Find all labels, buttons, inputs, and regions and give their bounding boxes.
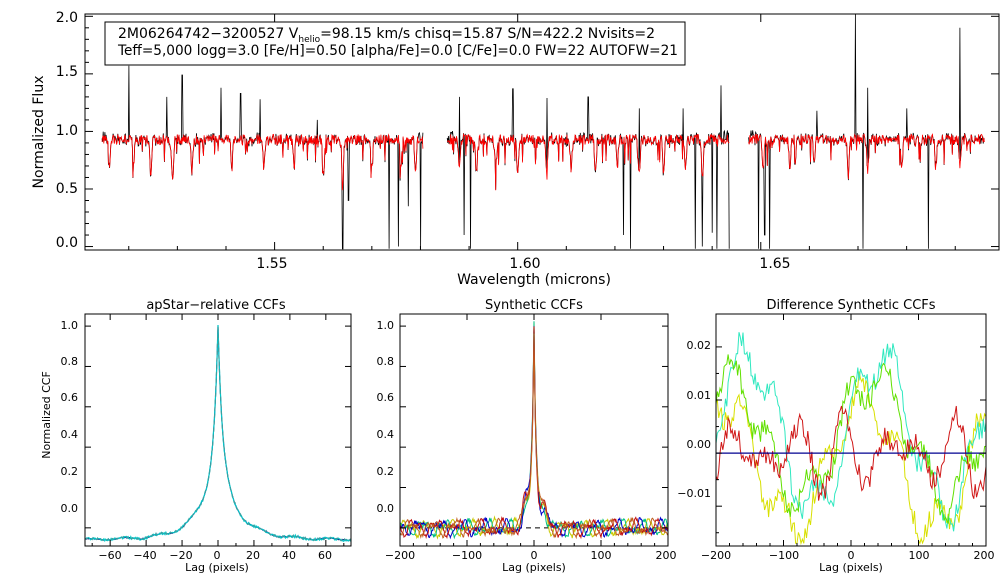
diff-ccf-ticks	[715, 314, 987, 546]
apstar-ccf-xlabel: Lag (pixels)	[185, 561, 249, 574]
diff-ccf-yticks: −0.01 0.00 0.01 0.02	[677, 339, 711, 500]
apstar-ccf-xtick-label: −40	[133, 549, 156, 562]
diff-ccf-series-line	[715, 332, 987, 532]
spectrum-ytick-label: 2.0	[56, 10, 78, 26]
apstar-ccf-series-line	[84, 325, 352, 542]
synthetic-ccf-ytick-label: 0.6	[377, 391, 395, 404]
apstar-ccf-ytick-label: 1.0	[61, 319, 79, 332]
apstar-ccf-ytick-label: 0.6	[61, 391, 79, 404]
apstar-ccf-xtick-label: 40	[282, 549, 296, 562]
spectrum-annotation-line2: Teff=5,000 logg=3.0 [Fe/H]=0.50 [alpha/F…	[117, 43, 678, 59]
synthetic-ccf-xtick-label: 100	[591, 549, 612, 562]
synthetic-ccf-series-line	[399, 333, 669, 540]
spectrum-xtick-label: 1.65	[759, 256, 790, 272]
apstar-ccf-xtick-label: 60	[318, 549, 332, 562]
synthetic-ccf-title: Synthetic CCFs	[485, 298, 583, 313]
diff-ccf-ytick-label: 0.00	[687, 438, 712, 451]
spectrum-xtick-label: 1.55	[256, 256, 287, 272]
synthetic-ccf-series-line	[399, 326, 669, 540]
spectrum-ytick-label: 0.5	[56, 181, 78, 197]
spectrum-ytick-label: 1.5	[56, 64, 78, 80]
synthetic-ccf-xtick-label: −200	[385, 549, 415, 562]
diff-ccf-xlabel: Lag (pixels)	[819, 561, 883, 574]
synthetic-ccf-ytick-label: 0.8	[377, 355, 395, 368]
apstar-ccf-xtick-label: −20	[169, 549, 192, 562]
diff-ccf-xtick-label: −100	[769, 549, 799, 562]
spectrum-synthetic-line	[101, 132, 985, 191]
synthetic-ccf-ytick-label: 0.2	[377, 465, 395, 478]
diff-ccf-frame	[715, 313, 987, 547]
synthetic-ccf-xtick-label: −100	[452, 549, 482, 562]
apstar-ccf-lines	[84, 324, 352, 543]
spectrum-annotation-box: 2M06264742−3200527 Vhelio=98.15 km/s chi…	[104, 21, 686, 66]
synthetic-ccf-xlabel: Lag (pixels)	[502, 561, 566, 574]
spectrum-ytick-label: 0.0	[56, 235, 78, 251]
diff-ccf-ytick-label: 0.02	[687, 339, 712, 352]
diff-ccf-ytick-label: −0.01	[677, 487, 711, 500]
diff-ccf-panel: Difference Synthetic CCFs −0.01 0.00 0.0…	[677, 298, 994, 574]
synthetic-ccf-xtick-label: 200	[656, 549, 677, 562]
synthetic-ccf-xticks: −200 −100 0 100 200	[385, 549, 677, 562]
apstar-ccf-xtick-label: 20	[246, 549, 260, 562]
apstar-ccf-frame	[84, 313, 352, 547]
spectrum-yticks: 0.0 0.5 1.0 1.5 2.0	[56, 10, 78, 251]
spectrum-xtick-label: 1.60	[509, 256, 540, 272]
spectrum-ytick-label: 1.0	[56, 123, 78, 139]
apstar-ccf-xticks: −60 −40 −20 0 20 40 60	[98, 549, 332, 562]
apstar-ccf-series-line	[84, 324, 352, 543]
synthetic-ccf-ticks	[399, 314, 669, 546]
spectrum-xlabel: Wavelength (microns)	[457, 272, 611, 288]
diff-ccf-xtick-label: 100	[909, 549, 930, 562]
apstar-ccf-ylabel: Normalized CCF	[40, 371, 53, 459]
synthetic-ccf-ytick-label: 0.4	[377, 428, 395, 441]
diff-ccf-xtick-label: 0	[848, 549, 855, 562]
synthetic-ccf-yticks: 0.0 0.2 0.4 0.6 0.8 1.0	[377, 319, 395, 515]
spectrum-ticks	[85, 14, 999, 250]
synthetic-ccf-lines	[399, 321, 669, 540]
apstar-ccf-series-line	[84, 326, 352, 542]
annotation-line1-pre: 2M06264742−3200527 V	[118, 26, 299, 42]
spectrum-annotation-line1: 2M06264742−3200527 Vhelio=98.15 km/s chi…	[118, 26, 655, 45]
diff-ccf-series-line	[715, 354, 987, 524]
synthetic-ccf-ytick-label: 1.0	[377, 319, 395, 332]
spectrum-observed-segment	[748, 13, 985, 249]
apstar-ccf-panel: apStar−relative CCFs 0.0 0.2 0.4 0.6 0.8…	[40, 298, 352, 574]
spectrum-frame	[84, 13, 1000, 251]
spectrum-synthetic-segment	[446, 132, 730, 191]
spectrum-panel: 0.0 0.5 1.0 1.5 2.0 1.55 1.60 1.65 Wavel…	[31, 10, 1000, 288]
diff-ccf-ytick-label: 0.01	[687, 389, 712, 402]
synthetic-ccf-ytick-label: 0.0	[377, 502, 395, 515]
apstar-ccf-ytick-label: 0.0	[61, 502, 79, 515]
diff-ccf-title: Difference Synthetic CCFs	[766, 298, 935, 313]
apstar-ccf-ticks	[85, 314, 351, 546]
apstar-ccf-ytick-label: 0.2	[61, 465, 79, 478]
diff-ccf-lines	[715, 332, 987, 546]
annotation-line1-post: =98.15 km/s chisq=15.87 S/N=422.2 Nvisit…	[320, 26, 655, 42]
apstar-ccf-title: apStar−relative CCFs	[146, 298, 286, 313]
synthetic-ccf-series-line	[399, 321, 669, 540]
spectrum-xticks: 1.55 1.60 1.65	[256, 256, 790, 272]
synthetic-ccf-xtick-label: 0	[531, 549, 538, 562]
synthetic-ccf-panel: Synthetic CCFs 0.0 0.2 0.4 0.6 0.8 1.0 −…	[377, 298, 677, 574]
apstar-ccf-ytick-label: 0.4	[61, 428, 79, 441]
apstar-ccf-xtick-label: −60	[98, 549, 121, 562]
apstar-ccf-ytick-label: 0.8	[61, 355, 79, 368]
spectrum-ylabel: Normalized Flux	[31, 76, 47, 189]
apstar-ccf-yticks: 0.0 0.2 0.4 0.6 0.8 1.0	[61, 319, 79, 515]
spectrum-plot-area	[101, 13, 985, 250]
annotation-subscript: helio	[298, 35, 320, 45]
spectrum-synthetic-segment	[748, 133, 985, 180]
apstar-ccf-xtick-label: 0	[214, 549, 221, 562]
diff-ccf-xticks: −200 −100 0 100 200	[701, 549, 995, 562]
diff-ccf-xtick-label: 200	[974, 549, 995, 562]
spectrum-synthetic-segment	[101, 133, 424, 191]
spectrum-observed-segment	[446, 85, 730, 249]
diff-ccf-xtick-label: −200	[701, 549, 731, 562]
